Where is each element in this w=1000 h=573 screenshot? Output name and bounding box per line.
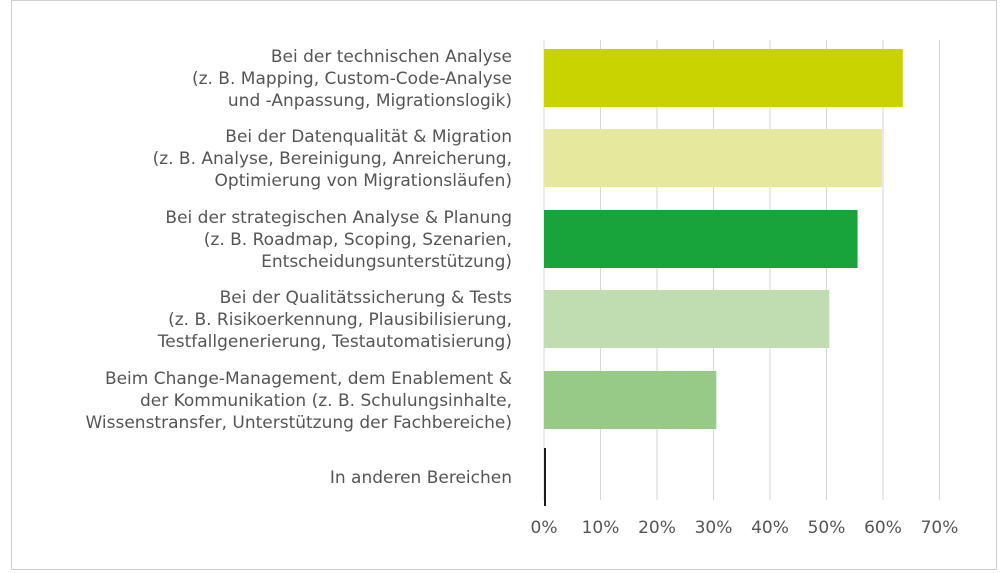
x-tick-label-0: 0% xyxy=(531,518,558,538)
category-label-line: Testfallgenerierung, Testautomatisierung… xyxy=(157,332,512,352)
bar-5 xyxy=(544,448,546,506)
x-tick-label-70: 70% xyxy=(921,518,959,538)
category-label-line: Bei der technischen Analyse xyxy=(271,47,512,67)
category-label-1: Bei der Datenqualität & Migration(z. B. … xyxy=(153,127,512,191)
bar-0 xyxy=(544,49,903,107)
category-label-line: Bei der Datenqualität & Migration xyxy=(225,127,512,147)
category-label-line: Bei der strategischen Analyse & Planung xyxy=(165,208,512,228)
category-label-line: Beim Change-Management, dem Enablement & xyxy=(105,369,512,389)
bar-1 xyxy=(544,129,882,187)
bar-2 xyxy=(544,210,858,268)
category-label-line: der Kommunikation (z. B. Schulungsinhalt… xyxy=(140,391,512,411)
category-label-line: Optimierung von Migrationsläufen) xyxy=(215,171,512,191)
category-label-0: Bei der technischen Analyse(z. B. Mappin… xyxy=(192,47,512,111)
category-label-2: Bei der strategischen Analyse & Planung(… xyxy=(165,208,512,272)
category-label-4: Beim Change-Management, dem Enablement &… xyxy=(85,369,512,433)
category-label-line: und -Anpassung, Migrationslogik) xyxy=(228,91,512,111)
category-label-line: (z. B. Roadmap, Scoping, Szenarien, xyxy=(204,230,512,250)
category-label-5: In anderen Bereichen xyxy=(330,468,512,488)
category-label-line: Wissenstransfer, Unterstützung der Fachb… xyxy=(85,413,512,433)
category-label-line: (z. B. Analyse, Bereinigung, Anreicherun… xyxy=(153,149,512,169)
x-tick-label-50: 50% xyxy=(808,518,846,538)
category-label-3: Bei der Qualitätssicherung & Tests(z. B.… xyxy=(157,288,512,352)
x-tick-label-30: 30% xyxy=(695,518,733,538)
category-label-line: Bei der Qualitätssicherung & Tests xyxy=(220,288,513,308)
x-tick-label-10: 10% xyxy=(582,518,620,538)
x-tick-label-40: 40% xyxy=(751,518,789,538)
bar-4 xyxy=(544,371,717,429)
category-label-line: (z. B. Risikoerkennung, Plausibilisierun… xyxy=(168,310,512,330)
x-tick-label-20: 20% xyxy=(638,518,676,538)
x-tick-label-60: 60% xyxy=(864,518,902,538)
category-label-line: (z. B. Mapping, Custom-Code-Analyse xyxy=(192,69,512,89)
category-label-line: Entscheidungsunterstützung) xyxy=(261,252,512,272)
category-label-line: In anderen Bereichen xyxy=(330,468,512,488)
bar-3 xyxy=(544,290,830,348)
